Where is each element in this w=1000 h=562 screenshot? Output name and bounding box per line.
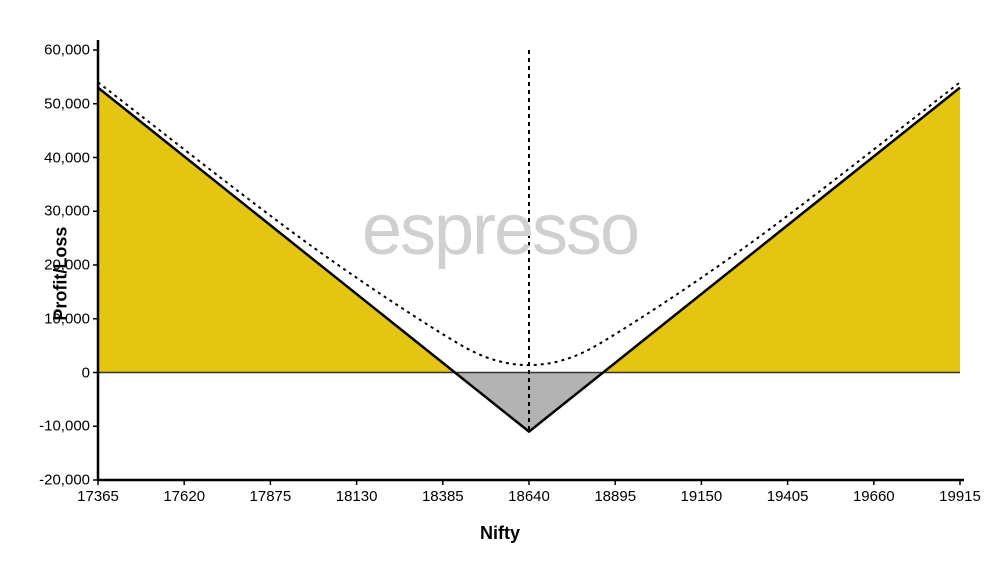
chart-svg	[0, 0, 1000, 562]
x-tick-label: 19150	[681, 488, 723, 505]
y-tick-label: 30,000	[30, 203, 90, 220]
x-tick-label: 18130	[336, 488, 378, 505]
y-tick-label: 40,000	[30, 149, 90, 166]
y-tick-label: 60,000	[30, 42, 90, 59]
x-tick-label: 17365	[77, 488, 119, 505]
y-tick-label: 0	[30, 364, 90, 381]
y-tick-label: 50,000	[30, 95, 90, 112]
payoff-chart: espresso Profit/Loss Nifty -20,000-10,00…	[0, 0, 1000, 562]
x-tick-label: 17875	[250, 488, 292, 505]
x-tick-label: 18640	[508, 488, 550, 505]
x-tick-label: 17620	[163, 488, 205, 505]
x-axis-label: Nifty	[480, 523, 520, 544]
x-tick-label: 19660	[853, 488, 895, 505]
y-tick-label: 20,000	[30, 257, 90, 274]
x-tick-label: 19915	[939, 488, 981, 505]
y-tick-label: -10,000	[30, 418, 90, 435]
y-tick-label: 10,000	[30, 310, 90, 327]
y-axis-label: Profit/Loss	[51, 227, 72, 321]
x-tick-label: 19405	[767, 488, 809, 505]
y-tick-label: -20,000	[30, 472, 90, 489]
x-tick-label: 18385	[422, 488, 464, 505]
x-tick-label: 18895	[594, 488, 636, 505]
